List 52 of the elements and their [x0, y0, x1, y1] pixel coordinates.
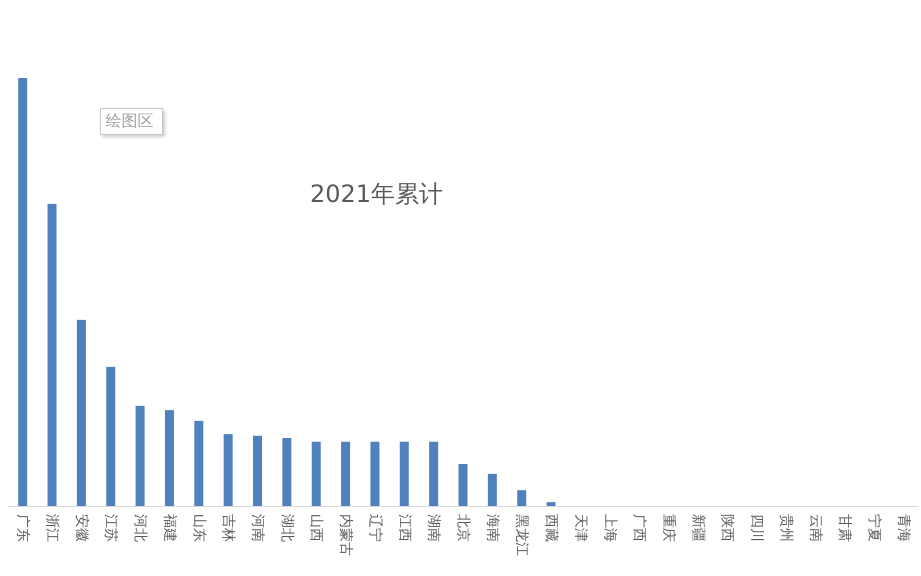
x-tick-label: 四川: [748, 514, 765, 542]
x-tick-label: 福建: [161, 514, 178, 542]
x-tick-label: 黑龙江: [514, 514, 530, 556]
bar: [517, 490, 526, 506]
x-tick-label: 西藏: [543, 514, 560, 542]
bar: [106, 366, 116, 506]
bar: [458, 464, 468, 506]
x-tick-label: 宁夏: [866, 514, 882, 542]
bar: [18, 78, 28, 506]
x-tick-label: 上海: [602, 514, 618, 542]
x-tick-label: 辽宁: [366, 514, 383, 542]
annotation: 绘图区: [106, 111, 154, 130]
x-tick-label: 安徽: [73, 514, 90, 542]
x-tick-label: 山西: [308, 514, 324, 542]
x-tick-label: 云南: [807, 514, 824, 542]
bar: [282, 438, 292, 506]
text: 2021年累计: [310, 180, 444, 208]
bar: [546, 502, 556, 506]
x-tick-label: 河北: [132, 514, 148, 542]
x-tick-label: 内蒙古: [338, 514, 354, 556]
bar: [164, 410, 174, 506]
x-tick-label: 江西: [396, 514, 412, 542]
x-tick-label: 甘肃: [836, 514, 853, 542]
bar: [400, 442, 409, 506]
x-tick-label: 江苏: [102, 514, 119, 542]
x-tick-label: 湖南: [426, 514, 442, 542]
x-tick-label: 贵州: [778, 514, 794, 542]
x-tick-label: 浙江: [44, 514, 60, 542]
bar: [312, 442, 321, 506]
x-tick-label: 新疆: [690, 514, 706, 542]
bar: [488, 474, 497, 506]
bar: [48, 204, 57, 506]
x-tick-label: 陕西: [719, 514, 736, 542]
x-tick-label: 天津: [572, 514, 588, 542]
bar: [136, 406, 145, 506]
x-tick-label: 湖北: [278, 514, 295, 542]
x-tick-label: 吉林: [220, 514, 236, 542]
bar: [253, 436, 262, 506]
bar: [370, 442, 380, 506]
x-tick-label: 广东: [14, 514, 31, 542]
x-tick-label: 海南: [484, 514, 500, 542]
bar: [341, 442, 350, 506]
x-tick-label: 山东: [190, 514, 207, 542]
bar: [194, 420, 204, 506]
x-tick-label: 重庆: [660, 514, 676, 542]
x-tick-label: 北京: [455, 514, 471, 542]
x-tick-label: 青海: [895, 514, 912, 542]
x-tick-label: 广西: [631, 514, 648, 542]
bar: [429, 442, 438, 506]
bar: [224, 434, 233, 506]
x-tick-label: 河南: [250, 514, 266, 542]
bar: [76, 320, 86, 506]
